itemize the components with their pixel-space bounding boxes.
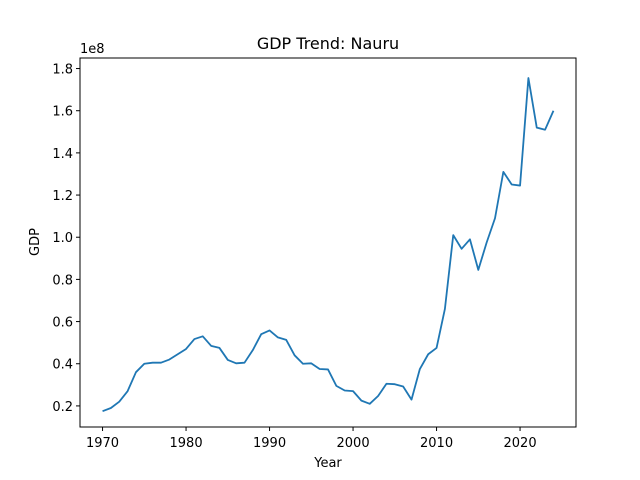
x-tick-label: 2000 bbox=[337, 436, 370, 451]
x-axis-label: Year bbox=[313, 456, 342, 471]
y-tick-label: 0.2 bbox=[52, 400, 73, 415]
y-tick-label: 1.0 bbox=[52, 231, 73, 246]
chart-title: GDP Trend: Nauru bbox=[257, 34, 399, 53]
y-tick-label: 1.6 bbox=[52, 105, 73, 120]
x-tick-label: 2020 bbox=[504, 436, 537, 451]
y-tick-label: 0.8 bbox=[52, 273, 73, 288]
y-axis-ticks: 0.2 0.4 0.6 0.8 1.0 1.2 1.4 1.6 1.8 bbox=[52, 63, 80, 415]
x-axis-ticks: 1970 1980 1990 2000 2010 2020 bbox=[86, 427, 537, 451]
y-tick-label: 0.4 bbox=[52, 358, 73, 373]
x-tick-label: 1990 bbox=[253, 436, 286, 451]
plot-area-frame bbox=[79, 57, 577, 428]
series-line bbox=[102, 77, 555, 413]
y-tick-label: 1.8 bbox=[52, 63, 73, 78]
x-tick-label: 1980 bbox=[170, 436, 203, 451]
y-tick-label: 1.4 bbox=[52, 147, 73, 162]
x-tick-label: 1970 bbox=[86, 436, 119, 451]
x-tick-label: 2010 bbox=[420, 436, 453, 451]
y-tick-label: 1.2 bbox=[52, 189, 73, 204]
y-scale-label: 1e8 bbox=[80, 42, 105, 57]
series-gdp bbox=[102, 77, 555, 413]
y-axis-label: GDP bbox=[28, 228, 43, 256]
y-tick-label: 0.6 bbox=[52, 316, 73, 331]
